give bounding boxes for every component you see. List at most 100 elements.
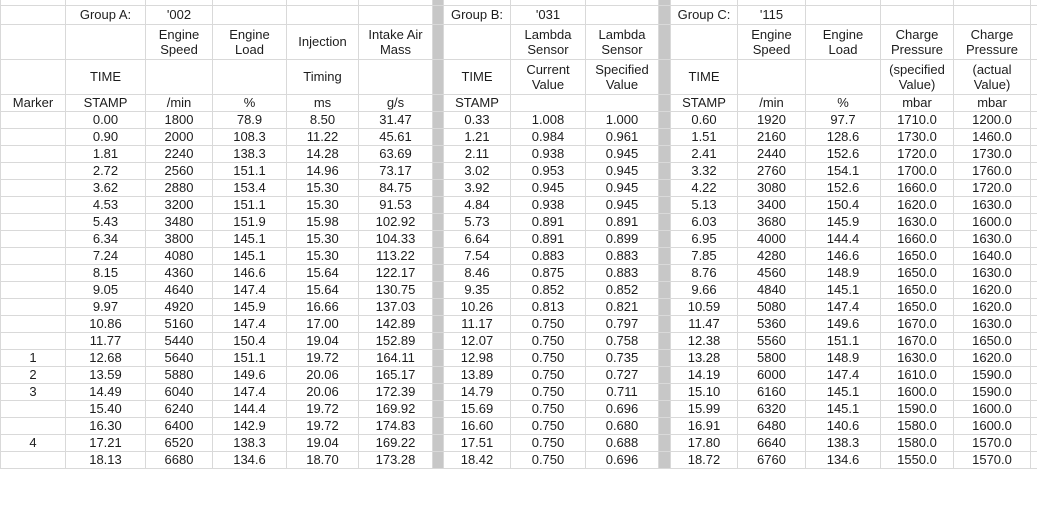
cell[interactable]: 138.3 xyxy=(212,144,287,163)
cell[interactable]: 4.84 xyxy=(443,195,511,214)
cell[interactable]: 4840 xyxy=(737,280,806,299)
cell[interactable]: 14.19 xyxy=(670,365,738,384)
cell[interactable]: 0.750 xyxy=(510,348,586,367)
column-title[interactable]: Intake Air Mass xyxy=(358,23,433,60)
cell[interactable]: 1580.0 xyxy=(880,416,954,435)
cell[interactable]: 1590.0 xyxy=(953,365,1031,384)
cell[interactable]: 1660.0 xyxy=(880,178,954,197)
cell[interactable]: 140.6 xyxy=(805,416,881,435)
cell[interactable]: 0.899 xyxy=(585,229,659,248)
cell[interactable]: 4.22 xyxy=(670,178,738,197)
cell[interactable]: 0.735 xyxy=(585,348,659,367)
cell[interactable]: 3.02 xyxy=(443,161,511,180)
cell[interactable]: 1580.0 xyxy=(880,433,954,452)
cell[interactable]: 0.953 xyxy=(510,161,586,180)
cell[interactable]: 0.883 xyxy=(585,246,659,265)
cell[interactable]: 169.22 xyxy=(358,433,433,452)
cell[interactable]: 3480 xyxy=(145,212,213,231)
cell[interactable]: 3.92 xyxy=(443,178,511,197)
cell[interactable]: 4.53 xyxy=(65,195,146,214)
cell[interactable]: 0.984 xyxy=(510,127,586,146)
cell[interactable]: 5560 xyxy=(737,331,806,350)
cell[interactable]: 148.9 xyxy=(805,263,881,282)
cell[interactable]: 1.21 xyxy=(443,127,511,146)
cell[interactable]: 15.64 xyxy=(286,263,359,282)
cell[interactable]: 16.30 xyxy=(65,416,146,435)
cell[interactable]: 20.06 xyxy=(286,382,359,401)
cell[interactable]: 138.3 xyxy=(805,433,881,452)
column-unit[interactable] xyxy=(510,93,586,112)
cell[interactable]: 16.60 xyxy=(443,416,511,435)
cell[interactable]: 1590.0 xyxy=(880,399,954,418)
marker-cell[interactable] xyxy=(0,127,66,146)
cell[interactable]: 0.883 xyxy=(510,246,586,265)
cell[interactable]: 1650.0 xyxy=(880,263,954,282)
cell[interactable]: 6320 xyxy=(737,399,806,418)
cell[interactable]: 0.688 xyxy=(585,433,659,452)
cell[interactable]: 17.00 xyxy=(286,314,359,333)
cell[interactable]: 4360 xyxy=(145,263,213,282)
cell[interactable]: 173.28 xyxy=(358,450,433,469)
cell[interactable]: 0.750 xyxy=(510,450,586,469)
cell[interactable]: 11.22 xyxy=(286,127,359,146)
cell[interactable]: 10.86 xyxy=(65,314,146,333)
cell[interactable]: 12.68 xyxy=(65,348,146,367)
cell[interactable]: 151.9 xyxy=(212,212,287,231)
cell[interactable]: 0.727 xyxy=(585,365,659,384)
cell[interactable]: 2440 xyxy=(737,144,806,163)
cell[interactable]: 153.4 xyxy=(212,178,287,197)
cell[interactable]: 0.938 xyxy=(510,195,586,214)
cell[interactable]: 1760.0 xyxy=(953,161,1031,180)
cell[interactable]: 17.80 xyxy=(670,433,738,452)
cell[interactable]: 1620.0 xyxy=(953,297,1031,316)
cell[interactable]: 0.891 xyxy=(585,212,659,231)
cell[interactable]: 0.938 xyxy=(510,144,586,163)
cell[interactable]: 151.1 xyxy=(212,195,287,214)
marker-cell[interactable] xyxy=(0,280,66,299)
marker-cell[interactable] xyxy=(0,246,66,265)
cell[interactable]: 8.50 xyxy=(286,110,359,129)
column-subtitle[interactable]: Specified Value xyxy=(585,58,659,95)
cell[interactable]: 147.4 xyxy=(212,314,287,333)
cell[interactable]: 5360 xyxy=(737,314,806,333)
marker-cell[interactable] xyxy=(0,212,66,231)
cell[interactable]: 0.750 xyxy=(510,331,586,350)
cell[interactable]: 1800 xyxy=(145,110,213,129)
cell[interactable]: 1570.0 xyxy=(953,450,1031,469)
cell[interactable]: 1730.0 xyxy=(880,127,954,146)
cell[interactable]: 3400 xyxy=(737,195,806,214)
cell[interactable]: 3200 xyxy=(145,195,213,214)
cell[interactable]: 4080 xyxy=(145,246,213,265)
cell[interactable]: 9.35 xyxy=(443,280,511,299)
cell[interactable]: 149.6 xyxy=(805,314,881,333)
cell[interactable]: 15.99 xyxy=(670,399,738,418)
cell[interactable]: 1.51 xyxy=(670,127,738,146)
group-label[interactable]: Group C: xyxy=(670,4,738,25)
cell[interactable]: 130.75 xyxy=(358,280,433,299)
cell[interactable]: 15.10 xyxy=(670,382,738,401)
cell[interactable]: 14.79 xyxy=(443,382,511,401)
marker-cell[interactable]: 3 xyxy=(0,382,66,401)
cell[interactable]: 1720.0 xyxy=(953,178,1031,197)
cell[interactable]: 1550.0 xyxy=(880,450,954,469)
cell[interactable]: 2.41 xyxy=(670,144,738,163)
cell[interactable]: 6000 xyxy=(737,365,806,384)
cell[interactable]: 11.17 xyxy=(443,314,511,333)
cell[interactable]: 9.66 xyxy=(670,280,738,299)
cell[interactable]: 145.9 xyxy=(805,212,881,231)
cell[interactable]: 146.6 xyxy=(805,246,881,265)
column-title[interactable]: Engine Speed xyxy=(737,23,806,60)
cell[interactable]: 1.000 xyxy=(585,110,659,129)
column-subtitle[interactable] xyxy=(358,58,433,95)
cell[interactable]: 15.64 xyxy=(286,280,359,299)
cell[interactable]: 174.83 xyxy=(358,416,433,435)
cell[interactable]: 0.945 xyxy=(585,178,659,197)
cell[interactable]: 6680 xyxy=(145,450,213,469)
cell[interactable]: 1730.0 xyxy=(953,144,1031,163)
cell[interactable]: 1600.0 xyxy=(953,212,1031,231)
cell[interactable]: 15.30 xyxy=(286,229,359,248)
cell[interactable]: 2760 xyxy=(737,161,806,180)
cell[interactable]: 15.40 xyxy=(65,399,146,418)
column-unit[interactable]: STAMP xyxy=(670,93,738,112)
cell[interactable]: 6240 xyxy=(145,399,213,418)
